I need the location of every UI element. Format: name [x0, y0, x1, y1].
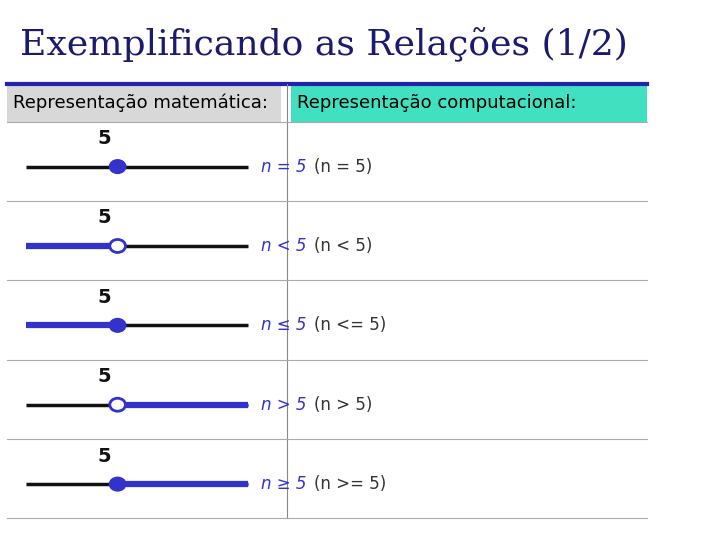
Text: (n <= 5): (n <= 5): [314, 316, 386, 334]
Circle shape: [109, 319, 125, 332]
Text: Exemplificando as Relações (1/2): Exemplificando as Relações (1/2): [19, 27, 627, 62]
Text: 5: 5: [98, 129, 112, 148]
Bar: [6, 84, 281, 122]
Text: Representação computacional:: Representação computacional:: [297, 93, 577, 112]
Text: n ≤ 5: n ≤ 5: [261, 316, 307, 334]
Circle shape: [109, 477, 125, 490]
Text: 5: 5: [98, 288, 112, 307]
Bar: [291, 84, 647, 122]
Text: n < 5: n < 5: [261, 237, 307, 255]
Text: 5: 5: [98, 447, 112, 465]
Text: Representação matemática:: Representação matemática:: [13, 93, 268, 112]
Text: (n = 5): (n = 5): [314, 158, 372, 176]
Text: 5: 5: [98, 367, 112, 386]
Text: (n < 5): (n < 5): [314, 237, 372, 255]
Text: n ≥ 5: n ≥ 5: [261, 475, 307, 493]
Text: (n > 5): (n > 5): [314, 396, 372, 414]
Circle shape: [109, 160, 125, 173]
Text: 5: 5: [98, 208, 112, 227]
Text: n = 5: n = 5: [261, 158, 307, 176]
Text: n > 5: n > 5: [261, 396, 307, 414]
Circle shape: [109, 240, 125, 253]
Text: (n >= 5): (n >= 5): [314, 475, 386, 493]
Circle shape: [109, 398, 125, 411]
